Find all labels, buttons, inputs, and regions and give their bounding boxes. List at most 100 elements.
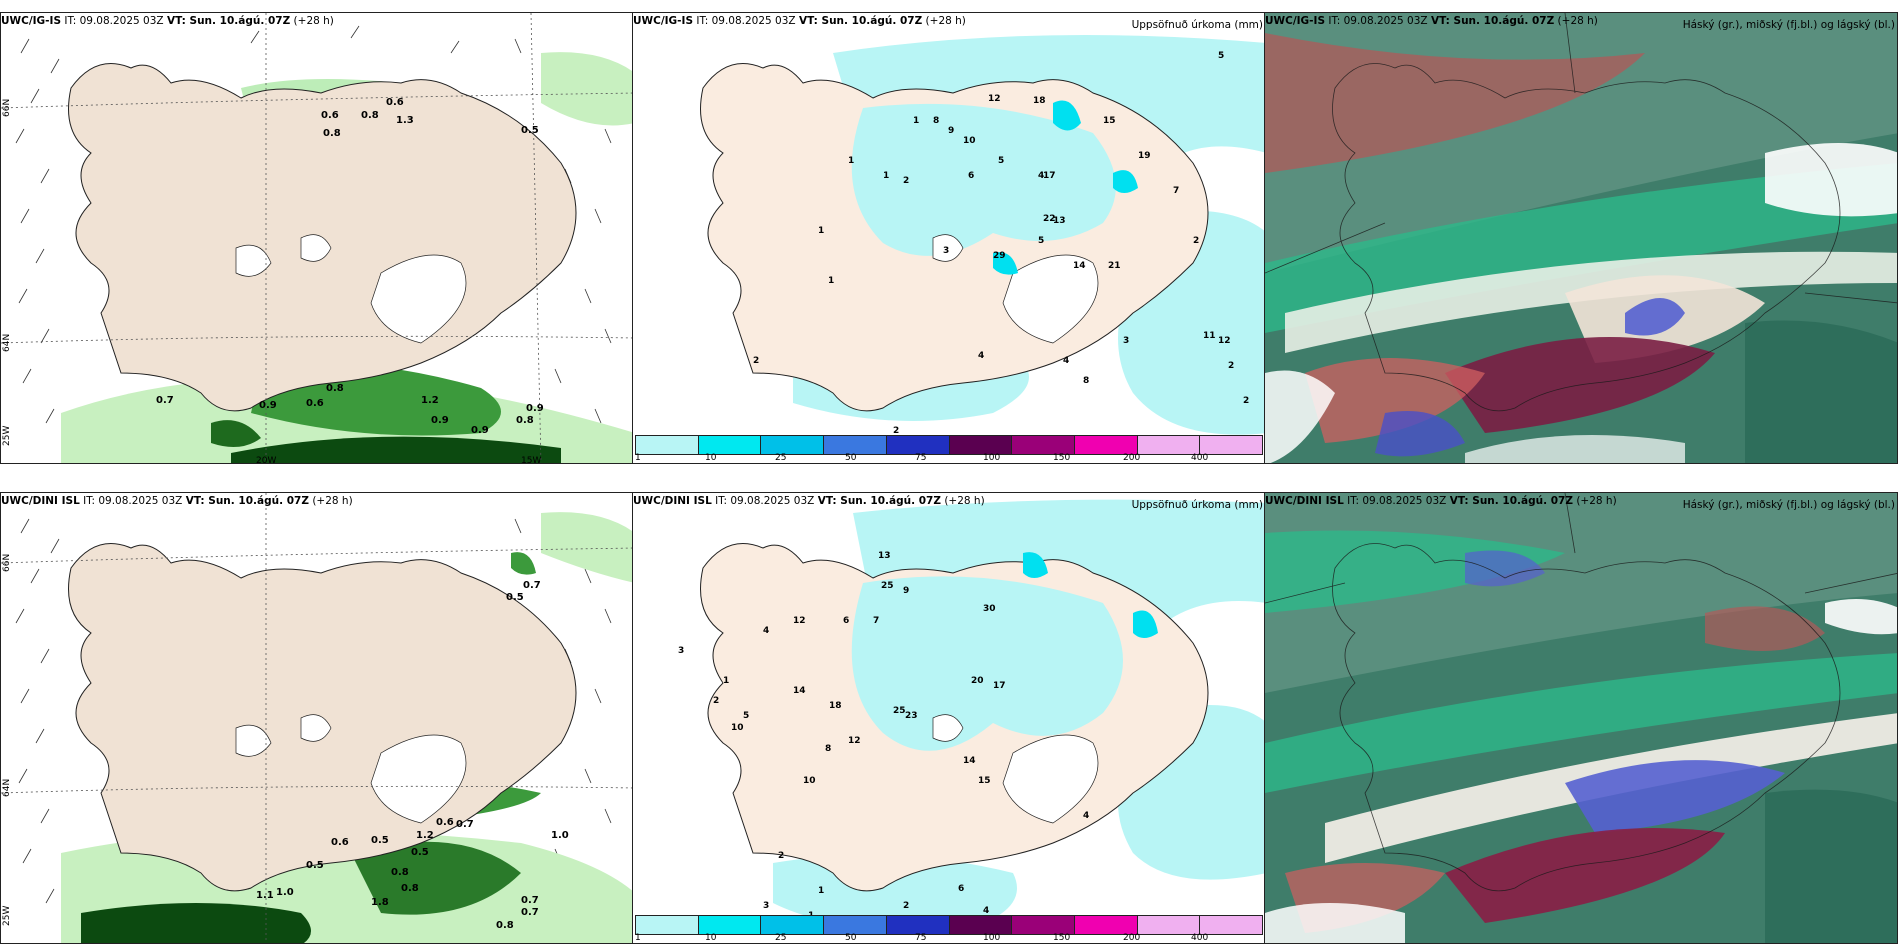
- precip-value: 15: [1103, 116, 1116, 126]
- legend-tick: 75: [915, 453, 927, 463]
- precip-value: 17: [993, 681, 1006, 691]
- legend-swatch: [886, 916, 950, 934]
- precip-value: 13: [878, 551, 891, 561]
- wind-value: 0.8: [326, 383, 344, 394]
- wind-value: 0.5: [411, 847, 429, 858]
- precip-value: 6: [968, 171, 974, 181]
- precip-value: 3: [763, 901, 769, 911]
- legend-swatch: [1200, 916, 1263, 934]
- precip-value: 4: [1063, 356, 1069, 366]
- label-lon15: 15W: [521, 456, 541, 464]
- precip-value: 2: [753, 356, 759, 366]
- precip-value: 4: [1083, 811, 1089, 821]
- wind-value: 0.6: [306, 398, 324, 409]
- precip-value: 21: [1108, 261, 1121, 271]
- precip-map-top: 1 1 1 1 2 1 2 2 8 9 10 6 5 5 3 4 13 14 1…: [700, 35, 1265, 446]
- wind-value: 1.3: [396, 115, 414, 126]
- legend-tick: 200: [1123, 933, 1141, 943]
- precip-value: 10: [963, 136, 976, 146]
- wind-value: 0.8: [323, 128, 341, 139]
- legend-swatch: [1137, 436, 1201, 454]
- wind-value: 1.2: [421, 395, 439, 406]
- legend-swatch: [886, 436, 950, 454]
- wind-value: 0.6: [331, 837, 349, 848]
- precip-value: 1: [723, 676, 729, 686]
- precip-value: 2: [903, 176, 909, 186]
- precip-value: 5: [998, 156, 1004, 166]
- panel-subtitle: Uppsöfnuð úrkoma (mm): [1131, 499, 1263, 511]
- label-lat64: 64N: [2, 779, 12, 797]
- panel-title: UWC/DINI ISL IT: 09.08.2025 03Z VT: Sun.…: [1, 495, 353, 507]
- wind-value: 0.7: [521, 895, 539, 906]
- wind-value: 1.1: [256, 890, 274, 901]
- precip-value: 7: [873, 616, 879, 626]
- wind-value: 0.9: [471, 425, 489, 436]
- wind-panel-bottom: 66N 64N 25W 0.7 0.5 0.6 0.5 0.5 0.6 0.7 …: [0, 492, 634, 944]
- panel-title: UWC/IG-IS IT: 09.08.2025 03Z VT: Sun. 10…: [1, 15, 334, 27]
- wind-value: 0.8: [401, 883, 419, 894]
- panel-title: UWC/IG-IS IT: 09.08.2025 03Z VT: Sun. 10…: [1265, 15, 1598, 27]
- legend-swatch: [761, 436, 825, 454]
- wind-value: 0.7: [521, 907, 539, 918]
- legend-swatch: [949, 436, 1013, 454]
- precip-value: 8: [1083, 376, 1089, 386]
- precip-value: 8: [825, 744, 831, 754]
- precip-value: 9: [903, 586, 909, 596]
- precip-value: 1: [848, 156, 854, 166]
- wind-map-top: 66N 64N 25W 20W 15W 0.6 0.8 0.8 1.3 0.6 …: [1, 13, 633, 464]
- label-lat66: 66N: [2, 554, 12, 572]
- legend-swatch: [698, 916, 762, 934]
- precip-value: 14: [1073, 261, 1086, 271]
- precip-value: 10: [731, 723, 744, 733]
- precip-value: 12: [1218, 336, 1231, 346]
- cloud-panel-top: UWC/IG-IS IT: 09.08.2025 03Z VT: Sun. 10…: [1264, 12, 1898, 464]
- wind-value: 0.6: [321, 110, 339, 121]
- precip-value: 1: [913, 116, 919, 126]
- cloud-panel-bottom: UWC/DINI ISL IT: 09.08.2025 03Z VT: Sun.…: [1264, 492, 1898, 944]
- precip-value: 3: [943, 246, 949, 256]
- wind-value: 0.7: [523, 580, 541, 591]
- panel-title: UWC/DINI ISL IT: 09.08.2025 03Z VT: Sun.…: [633, 495, 985, 507]
- precip-value: 1: [818, 226, 824, 236]
- wind-value: 0.8: [496, 920, 514, 931]
- legend-tick: 100: [983, 453, 1001, 463]
- legend-swatch: [949, 916, 1013, 934]
- precip-colorbar: [635, 915, 1263, 935]
- wind-value: 0.9: [526, 403, 544, 414]
- legend-tick: 100: [983, 933, 1001, 943]
- cloud-map-bottom: [1265, 493, 1897, 943]
- precip-value: 2: [1228, 361, 1234, 371]
- wind-value: 0.8: [516, 415, 534, 426]
- precip-value: 12: [793, 616, 806, 626]
- legend-swatch: [761, 916, 825, 934]
- legend-tick: 1: [635, 453, 641, 463]
- legend-swatch: [1137, 916, 1201, 934]
- legend-tick: 150: [1053, 933, 1071, 943]
- wind-value: 0.5: [506, 592, 524, 603]
- legend-swatch: [636, 916, 699, 934]
- legend-tick: 25: [775, 933, 787, 943]
- wind-value: 0.7: [456, 819, 474, 830]
- legend-swatch: [1200, 436, 1263, 454]
- panel-subtitle: Uppsöfnuð úrkoma (mm): [1131, 19, 1263, 31]
- panel-subtitle: Háský (gr.), miðský (fj.bl.) og lágský (…: [1682, 19, 1895, 31]
- precip-value: 6: [843, 616, 849, 626]
- precip-panel-top: 1 1 1 1 2 1 2 2 8 9 10 6 5 5 3 4 13 14 1…: [632, 12, 1266, 464]
- label-lat64: 64N: [2, 334, 12, 352]
- precip-value: 19: [1138, 151, 1151, 161]
- panel-title: UWC/DINI ISL IT: 09.08.2025 03Z VT: Sun.…: [1265, 495, 1617, 507]
- precip-value: 1: [828, 276, 834, 286]
- wind-map-bottom: 66N 64N 25W 0.7 0.5 0.6 0.5 0.5 0.6 0.7 …: [1, 493, 633, 943]
- precip-value: 9: [948, 126, 954, 136]
- precip-value: 11: [1203, 331, 1216, 341]
- legend-tick: 400: [1191, 933, 1209, 943]
- panel-title: UWC/IG-IS IT: 09.08.2025 03Z VT: Sun. 10…: [633, 15, 966, 27]
- wind-value: 0.6: [436, 817, 454, 828]
- precip-value: 5: [1218, 51, 1224, 61]
- legend-swatch: [1012, 436, 1075, 454]
- precip-value: 29: [993, 251, 1006, 261]
- label-lon25: 25W: [2, 906, 12, 926]
- wind-value: 0.9: [431, 415, 449, 426]
- wind-value: 0.5: [371, 835, 389, 846]
- precip-value: 1: [818, 886, 824, 896]
